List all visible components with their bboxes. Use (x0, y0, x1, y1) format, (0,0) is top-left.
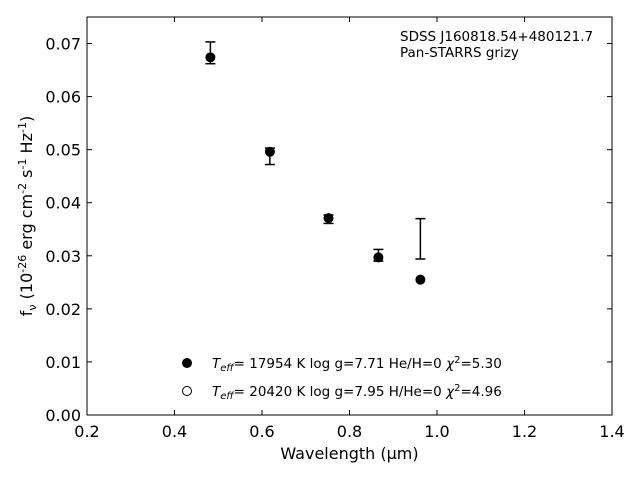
data-point (205, 52, 216, 63)
legend-text-part: eff (220, 363, 235, 374)
legend-text-part: T (212, 384, 222, 400)
annotation-object-name: SDSS J160818.54+480121.7 (400, 29, 593, 45)
y-tick-label: 0.01 (45, 353, 81, 372)
legend-text-part: = 20420 K log g=7.95 H/He=0 (234, 384, 446, 400)
x-tick-label: 0.4 (162, 422, 187, 441)
x-axis-label: Wavelength (μm) (280, 444, 418, 463)
y-tick-label: 0.00 (45, 406, 81, 425)
y-tick-label: 0.07 (45, 35, 81, 54)
y-tick-label: 0.02 (45, 300, 81, 319)
data-point (264, 146, 275, 157)
legend-text-part: χ (445, 356, 455, 372)
x-tick-label: 1.0 (424, 422, 449, 441)
legend-text-part: T (212, 356, 222, 372)
legend: Teff= 17954 K log g=7.71 He/H=0 χ2=5.30T… (182, 355, 502, 402)
data-points (205, 52, 426, 285)
x-tick-label: 0.6 (249, 422, 274, 441)
y-axis-label-text: fν (10-26 erg cm-2 s-1 Hz-1) (16, 116, 39, 316)
legend-text-part: 2 (454, 355, 460, 366)
legend-text-part: = 17954 K log g=7.71 He/H=0 (234, 356, 446, 372)
y-tick-label: 0.06 (45, 88, 81, 107)
legend-text-part: eff (220, 391, 235, 402)
x-tick-label: 1.2 (512, 422, 537, 441)
x-tick-label: 1.4 (599, 422, 624, 441)
legend-marker (182, 386, 192, 396)
plot-area (86, 16, 613, 416)
y-tick-label: 0.03 (45, 247, 81, 266)
legend-text-part: χ (445, 384, 455, 400)
legend-text-part: 2 (454, 383, 460, 394)
legend-text-part: =4.96 (460, 384, 501, 400)
data-point (415, 274, 426, 285)
data-point (323, 213, 334, 224)
legend-marker (182, 358, 192, 368)
annotation-survey: Pan-STARRS grizy (400, 45, 519, 61)
legend-text-part: =5.30 (460, 356, 501, 372)
x-tick-label: 0.8 (337, 422, 362, 441)
y-tick-label: 0.04 (45, 194, 81, 213)
data-point (373, 252, 384, 263)
y-axis-label: fν (10-26 erg cm-2 s-1 Hz-1) (16, 116, 39, 316)
axis-ticks: 0.2 0.4 0.6 0.8 1.0 1.2 1.4 0.00 0.01 0.02 0.03 0.0… (45, 17, 625, 441)
legend-entry: Teff= 17954 K log g=7.71 He/H=0 χ2=5.30 (212, 355, 502, 374)
legend-entry: Teff= 20420 K log g=7.95 H/He=0 χ2=4.96 (212, 383, 502, 402)
y-tick-label: 0.05 (45, 141, 81, 160)
x-tick-label: 0.2 (74, 422, 99, 441)
